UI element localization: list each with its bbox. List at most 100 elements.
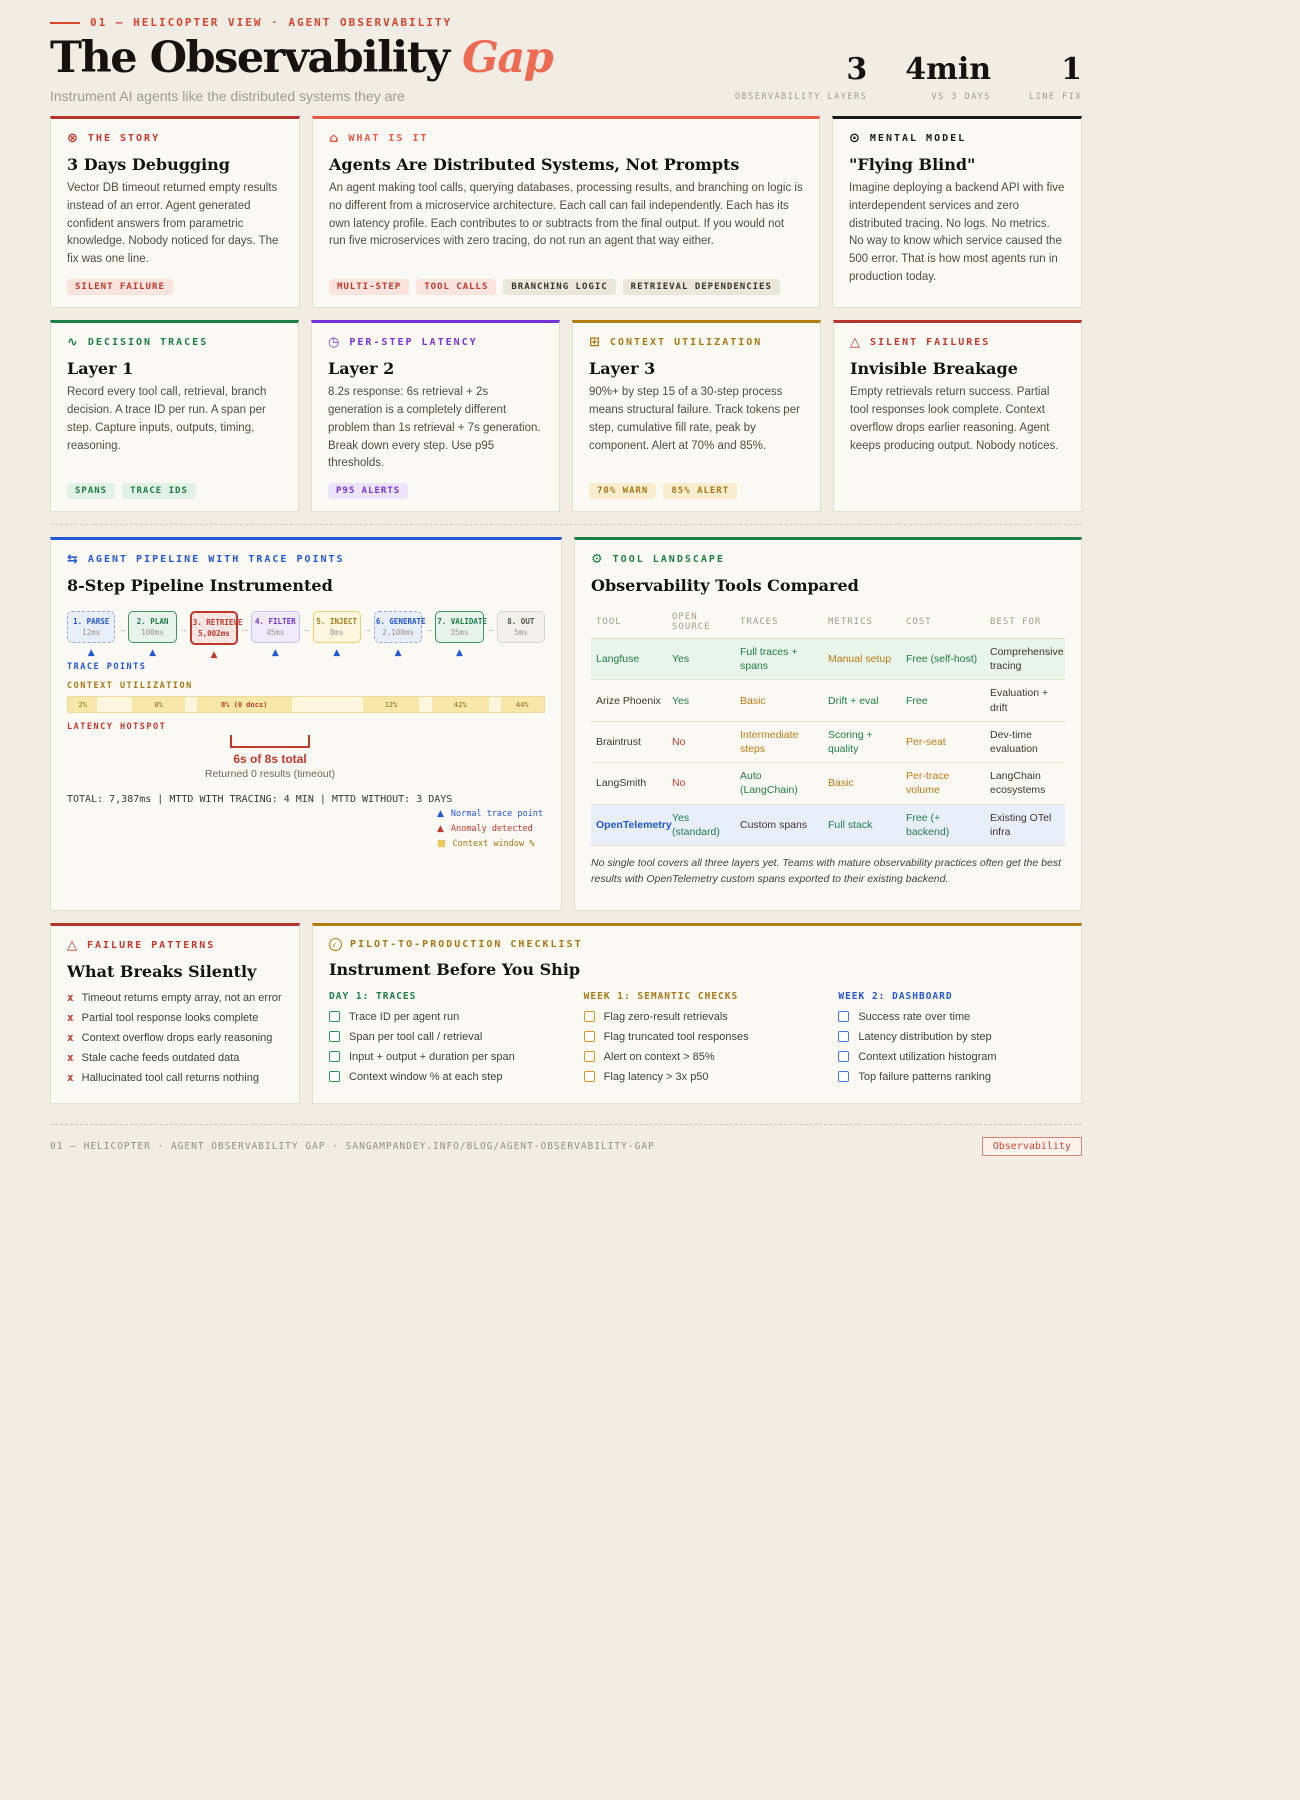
step-name: 2. PLAN <box>136 617 169 627</box>
checkbox-icon[interactable] <box>838 1031 850 1043</box>
card-what-is-it: ⌂ WHAT IS IT Agents Are Distributed Syst… <box>312 116 820 309</box>
card-label: SILENT FAILURES <box>870 337 991 349</box>
tag: SPANS <box>67 483 116 500</box>
checklist-item[interactable]: Trace ID per agent run <box>329 1011 556 1023</box>
card-label-row: △ FAILURE PATTERNS <box>67 938 283 953</box>
failure-text: Stale cache feeds outdated data <box>81 1051 240 1064</box>
step-box: 4. FILTER 45ms <box>251 611 300 644</box>
checkbox-icon[interactable] <box>838 1011 850 1023</box>
arrow-icon: → <box>240 624 250 635</box>
checklist-item[interactable]: Context window % at each step <box>329 1071 556 1083</box>
checkbox-icon[interactable] <box>329 1031 340 1043</box>
anomaly-trace-point-icon: ▲ <box>210 650 218 661</box>
checkbox-icon[interactable] <box>838 1071 850 1083</box>
pipeline-step-filter: 4. FILTER 45ms ▲ <box>251 611 300 660</box>
row-pipeline-tools: ⇆ AGENT PIPELINE WITH TRACE POINTS 8-Ste… <box>50 537 1082 911</box>
pipeline-step-out: 8. OUT 5ms <box>496 611 545 660</box>
checklist-item[interactable]: Latency distribution by step <box>838 1031 1065 1043</box>
card-label: MENTAL MODEL <box>869 133 967 144</box>
card-label-row: ⊗ THE STORY <box>67 131 283 146</box>
tag-row: SPANS TRACE IDS <box>67 473 282 500</box>
pipeline-step-plan: 2. PLAN 100ms ▲ <box>128 611 177 660</box>
list-item: x Context overflow drops early reasoning <box>67 1031 283 1044</box>
pipeline-steps: 1. PARSE 12ms ▲ → 2. PLAN 100ms ▲ → <box>67 611 545 662</box>
arrow-icon: → <box>424 624 434 635</box>
checklist-heading: WEEK 1: SEMANTIC CHECKS <box>583 990 739 1002</box>
checkbox-icon[interactable] <box>583 1031 595 1043</box>
trace-point-icon: ▲ <box>333 648 341 659</box>
card-body: An agent making tool calls, querying dat… <box>329 182 803 248</box>
card-body: Empty retrievals return success. Partial… <box>850 386 1059 452</box>
card-title: 3 Days Debugging <box>67 155 230 174</box>
checklist-item[interactable]: Alert on context > 85% <box>583 1051 811 1063</box>
tag: P95 ALERTS <box>328 483 409 500</box>
pipeline-step-validate: 7. VALIDATE 35ms ▲ <box>435 611 487 660</box>
cell-best-for: Existing OTel infra <box>985 804 1065 846</box>
card-title: Instrument Before You Ship <box>329 959 581 979</box>
step-name: 8. OUT <box>507 617 535 627</box>
checkbox-icon[interactable] <box>583 1011 595 1023</box>
card-title: "Flying Blind" <box>849 155 976 174</box>
cell-metrics: Manual setup <box>823 638 901 681</box>
cell-open-source: Yes (standard) <box>667 804 735 846</box>
legend-item: ▲ Anomaly detected <box>437 824 543 834</box>
card-label: PER-STEP LATENCY <box>349 337 478 349</box>
card-title: Layer 3 <box>589 359 656 379</box>
tools-table: TOOL OPEN SOURCE TRACES METRICS COST BES… <box>591 609 1065 846</box>
card-label: AGENT PIPELINE WITH TRACE POINTS <box>87 554 345 566</box>
cell-traces: Custom spans <box>735 804 823 846</box>
cell-best-for: LangChain ecosystems <box>985 762 1065 805</box>
checklist-text: Success rate over time <box>858 1010 971 1023</box>
checkbox-icon[interactable] <box>329 1011 340 1023</box>
pulse-icon: ∿ <box>67 335 80 351</box>
failure-text: Timeout returns empty array, not an erro… <box>81 991 282 1004</box>
step-box: 7. VALIDATE 35ms <box>435 611 487 644</box>
checklist-item[interactable]: Span per tool call / retrieval <box>329 1031 556 1043</box>
checkbox-icon[interactable] <box>329 1051 340 1063</box>
legend-item: ▲ Normal trace point <box>437 809 543 819</box>
tag-row: SILENT FAILURE <box>67 269 283 296</box>
failure-text: Hallucinated tool call returns nothing <box>81 1071 259 1084</box>
checkbox-icon[interactable] <box>583 1071 595 1083</box>
checklist-item[interactable]: Success rate over time <box>838 1011 1065 1023</box>
tag-row: P95 ALERTS <box>328 473 543 500</box>
cell-best-for: Comprehensive tracing <box>985 638 1065 681</box>
square-icon: ■ <box>436 838 446 849</box>
checklist-item[interactable]: Flag latency > 3x p50 <box>583 1070 811 1083</box>
cell-open-source: Yes <box>667 679 735 722</box>
cell-metrics: Basic <box>823 762 901 805</box>
column-header: OPEN SOURCE <box>667 609 735 640</box>
failure-text: Context overflow drops early reasoning <box>81 1031 273 1044</box>
checklist-col-week2: WEEK 2: DASHBOARD Success rate over time… <box>838 991 1065 1091</box>
card-title: What Breaks Silently <box>67 961 257 981</box>
card-the-story: ⊗ THE STORY 3 Days Debugging Vector DB t… <box>50 116 300 309</box>
card-body: Record every tool call, retrieval, branc… <box>67 386 267 452</box>
x-marker-icon: x <box>67 1050 74 1064</box>
bar-segment: 8% <box>131 697 186 713</box>
table-row-braintrust: Braintrust No Intermediate steps Scoring… <box>591 721 1065 764</box>
category-badge[interactable]: Observability <box>981 1136 1082 1156</box>
checkbox-icon[interactable] <box>583 1051 595 1063</box>
x-marker-icon: x <box>67 990 74 1004</box>
circle-x-icon: ⊗ <box>67 131 80 146</box>
card-title: Layer 1 <box>67 359 134 379</box>
step-time: 12ms <box>82 628 101 638</box>
checkbox-icon[interactable] <box>838 1051 850 1063</box>
cell-traces: Full traces + spans <box>735 638 823 681</box>
warning-triangle-icon: △ <box>850 335 862 351</box>
x-marker-icon: x <box>67 1030 74 1044</box>
trace-point-icon: ▲ <box>455 648 463 659</box>
checklist-item[interactable]: Flag truncated tool responses <box>583 1031 811 1043</box>
checklist-text: Flag latency > 3x p50 <box>603 1070 709 1083</box>
card-title: Observability Tools Compared <box>591 576 859 596</box>
checklist-item[interactable]: Context utilization histogram <box>838 1051 1065 1063</box>
checklist-item[interactable]: Top failure patterns ranking <box>838 1071 1065 1083</box>
arrow-icon: → <box>485 624 495 635</box>
checklist-item[interactable]: Input + output + duration per span <box>329 1051 556 1063</box>
checkbox-icon[interactable] <box>329 1071 340 1083</box>
step-box: 2. PLAN 100ms <box>128 611 177 644</box>
stat-value: 3 <box>846 52 868 87</box>
bar-segment <box>488 697 501 713</box>
card-title: Layer 2 <box>328 359 395 379</box>
checklist-item[interactable]: Flag zero-result retrievals <box>583 1011 811 1023</box>
